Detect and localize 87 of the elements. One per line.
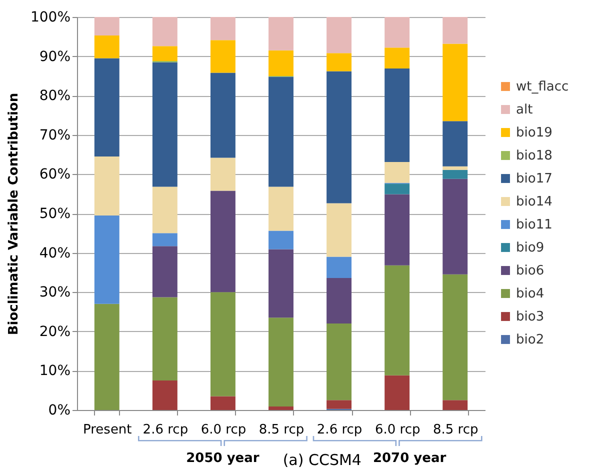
bar <box>326 71 352 204</box>
legend-label: wt_flacc <box>516 80 569 94</box>
legend-label: bio18 <box>516 148 552 164</box>
legend-label: alt <box>516 102 533 118</box>
bar <box>152 233 178 246</box>
bar <box>268 249 294 318</box>
bar <box>326 324 352 400</box>
bar <box>94 17 120 36</box>
bar <box>442 121 468 166</box>
x-tick-label: 2.6 rcp <box>316 422 362 438</box>
bar <box>442 17 468 44</box>
bar <box>268 318 294 406</box>
bar <box>268 50 294 76</box>
bar <box>326 278 352 324</box>
bar <box>384 48 410 68</box>
bar <box>268 76 294 187</box>
bar <box>442 400 468 410</box>
bar <box>152 246 178 298</box>
text: 2070 year <box>372 451 446 466</box>
bar <box>94 215 120 304</box>
legend-label: bio11 <box>516 218 552 232</box>
x-tick-label: 8.5 rcp <box>258 422 304 438</box>
bar <box>268 17 294 50</box>
y-tick-label: 80% <box>39 88 70 104</box>
text: 2050 year <box>186 451 260 466</box>
bar <box>442 178 468 274</box>
bar <box>94 58 120 157</box>
legend-label: bio14 <box>516 194 552 210</box>
y-tick-label: 70% <box>39 127 70 144</box>
bar <box>210 72 236 158</box>
bar <box>268 186 294 231</box>
y-tick-label: 0% <box>48 402 70 418</box>
bar <box>152 380 178 410</box>
y-tick-label: 50% <box>39 206 70 222</box>
legend-label: bio17 <box>516 172 552 186</box>
bar <box>152 46 178 62</box>
bar <box>384 194 410 266</box>
bar <box>152 186 178 234</box>
bar <box>442 274 468 400</box>
bar <box>94 35 120 58</box>
bar <box>442 44 468 122</box>
x-tick-label: Present <box>83 422 132 438</box>
y-tick-label: 30% <box>39 284 70 301</box>
bar <box>268 406 294 410</box>
x-tick-label: 6.0 rcp <box>200 422 246 438</box>
y-tick-label: 100% <box>30 10 70 26</box>
bar <box>384 375 410 410</box>
bar <box>326 256 352 278</box>
x-tick-label: 2.6 rcp <box>142 422 188 438</box>
bar <box>210 158 236 191</box>
bar <box>210 40 236 73</box>
text: (a) CCSM4 <box>282 451 362 469</box>
bar <box>384 162 410 183</box>
legend-label: bio4 <box>516 286 544 302</box>
bar <box>94 156 120 216</box>
x-tick-label: 6.0 rcp <box>374 422 420 438</box>
y-tick-label: 40% <box>39 245 70 262</box>
bar <box>94 304 120 410</box>
bar <box>326 203 352 257</box>
bar <box>326 17 352 54</box>
bar <box>210 292 236 396</box>
y-tick-label: 60% <box>39 166 70 183</box>
bar <box>384 184 410 194</box>
bar <box>210 396 236 410</box>
bar <box>326 53 352 72</box>
legend-label: bio2 <box>516 332 544 348</box>
legend-label: bio6 <box>516 264 544 278</box>
bar <box>210 190 236 292</box>
bar <box>442 166 468 170</box>
y-tick-label: 10% <box>39 363 70 380</box>
bar <box>152 297 178 381</box>
bar <box>326 400 352 409</box>
bar <box>384 265 410 376</box>
bar <box>268 230 294 250</box>
y-tick-label: 90% <box>39 48 70 65</box>
bar <box>384 68 410 162</box>
legend-label: bio19 <box>516 126 552 140</box>
bar <box>152 62 178 187</box>
legend-label: bio3 <box>516 310 544 324</box>
x-tick-label: 8.5 rcp <box>432 422 478 438</box>
legend-label: bio9 <box>516 240 544 256</box>
bar <box>384 17 410 48</box>
bar <box>152 17 178 46</box>
bar <box>210 17 236 40</box>
y-tick-label: 20% <box>39 324 70 340</box>
bar <box>442 170 468 179</box>
y-axis-title: Bioclimatic Variable Contribution <box>6 92 22 336</box>
